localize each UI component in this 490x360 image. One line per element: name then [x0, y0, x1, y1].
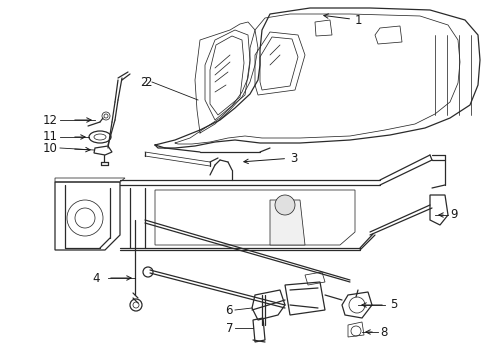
Text: 7: 7	[225, 321, 233, 334]
Text: 1: 1	[324, 13, 363, 27]
Text: 3: 3	[244, 152, 297, 165]
Text: 12: 12	[43, 113, 58, 126]
Text: 10: 10	[43, 141, 58, 154]
Text: 6: 6	[225, 303, 233, 316]
Text: 5: 5	[390, 298, 397, 311]
Polygon shape	[270, 200, 305, 245]
Text: 4: 4	[93, 271, 100, 284]
Text: 11: 11	[43, 130, 58, 144]
Text: 9: 9	[450, 208, 458, 221]
Circle shape	[275, 195, 295, 215]
Text: 2: 2	[145, 76, 152, 89]
Text: 2: 2	[141, 76, 148, 89]
Text: 8: 8	[380, 325, 388, 338]
